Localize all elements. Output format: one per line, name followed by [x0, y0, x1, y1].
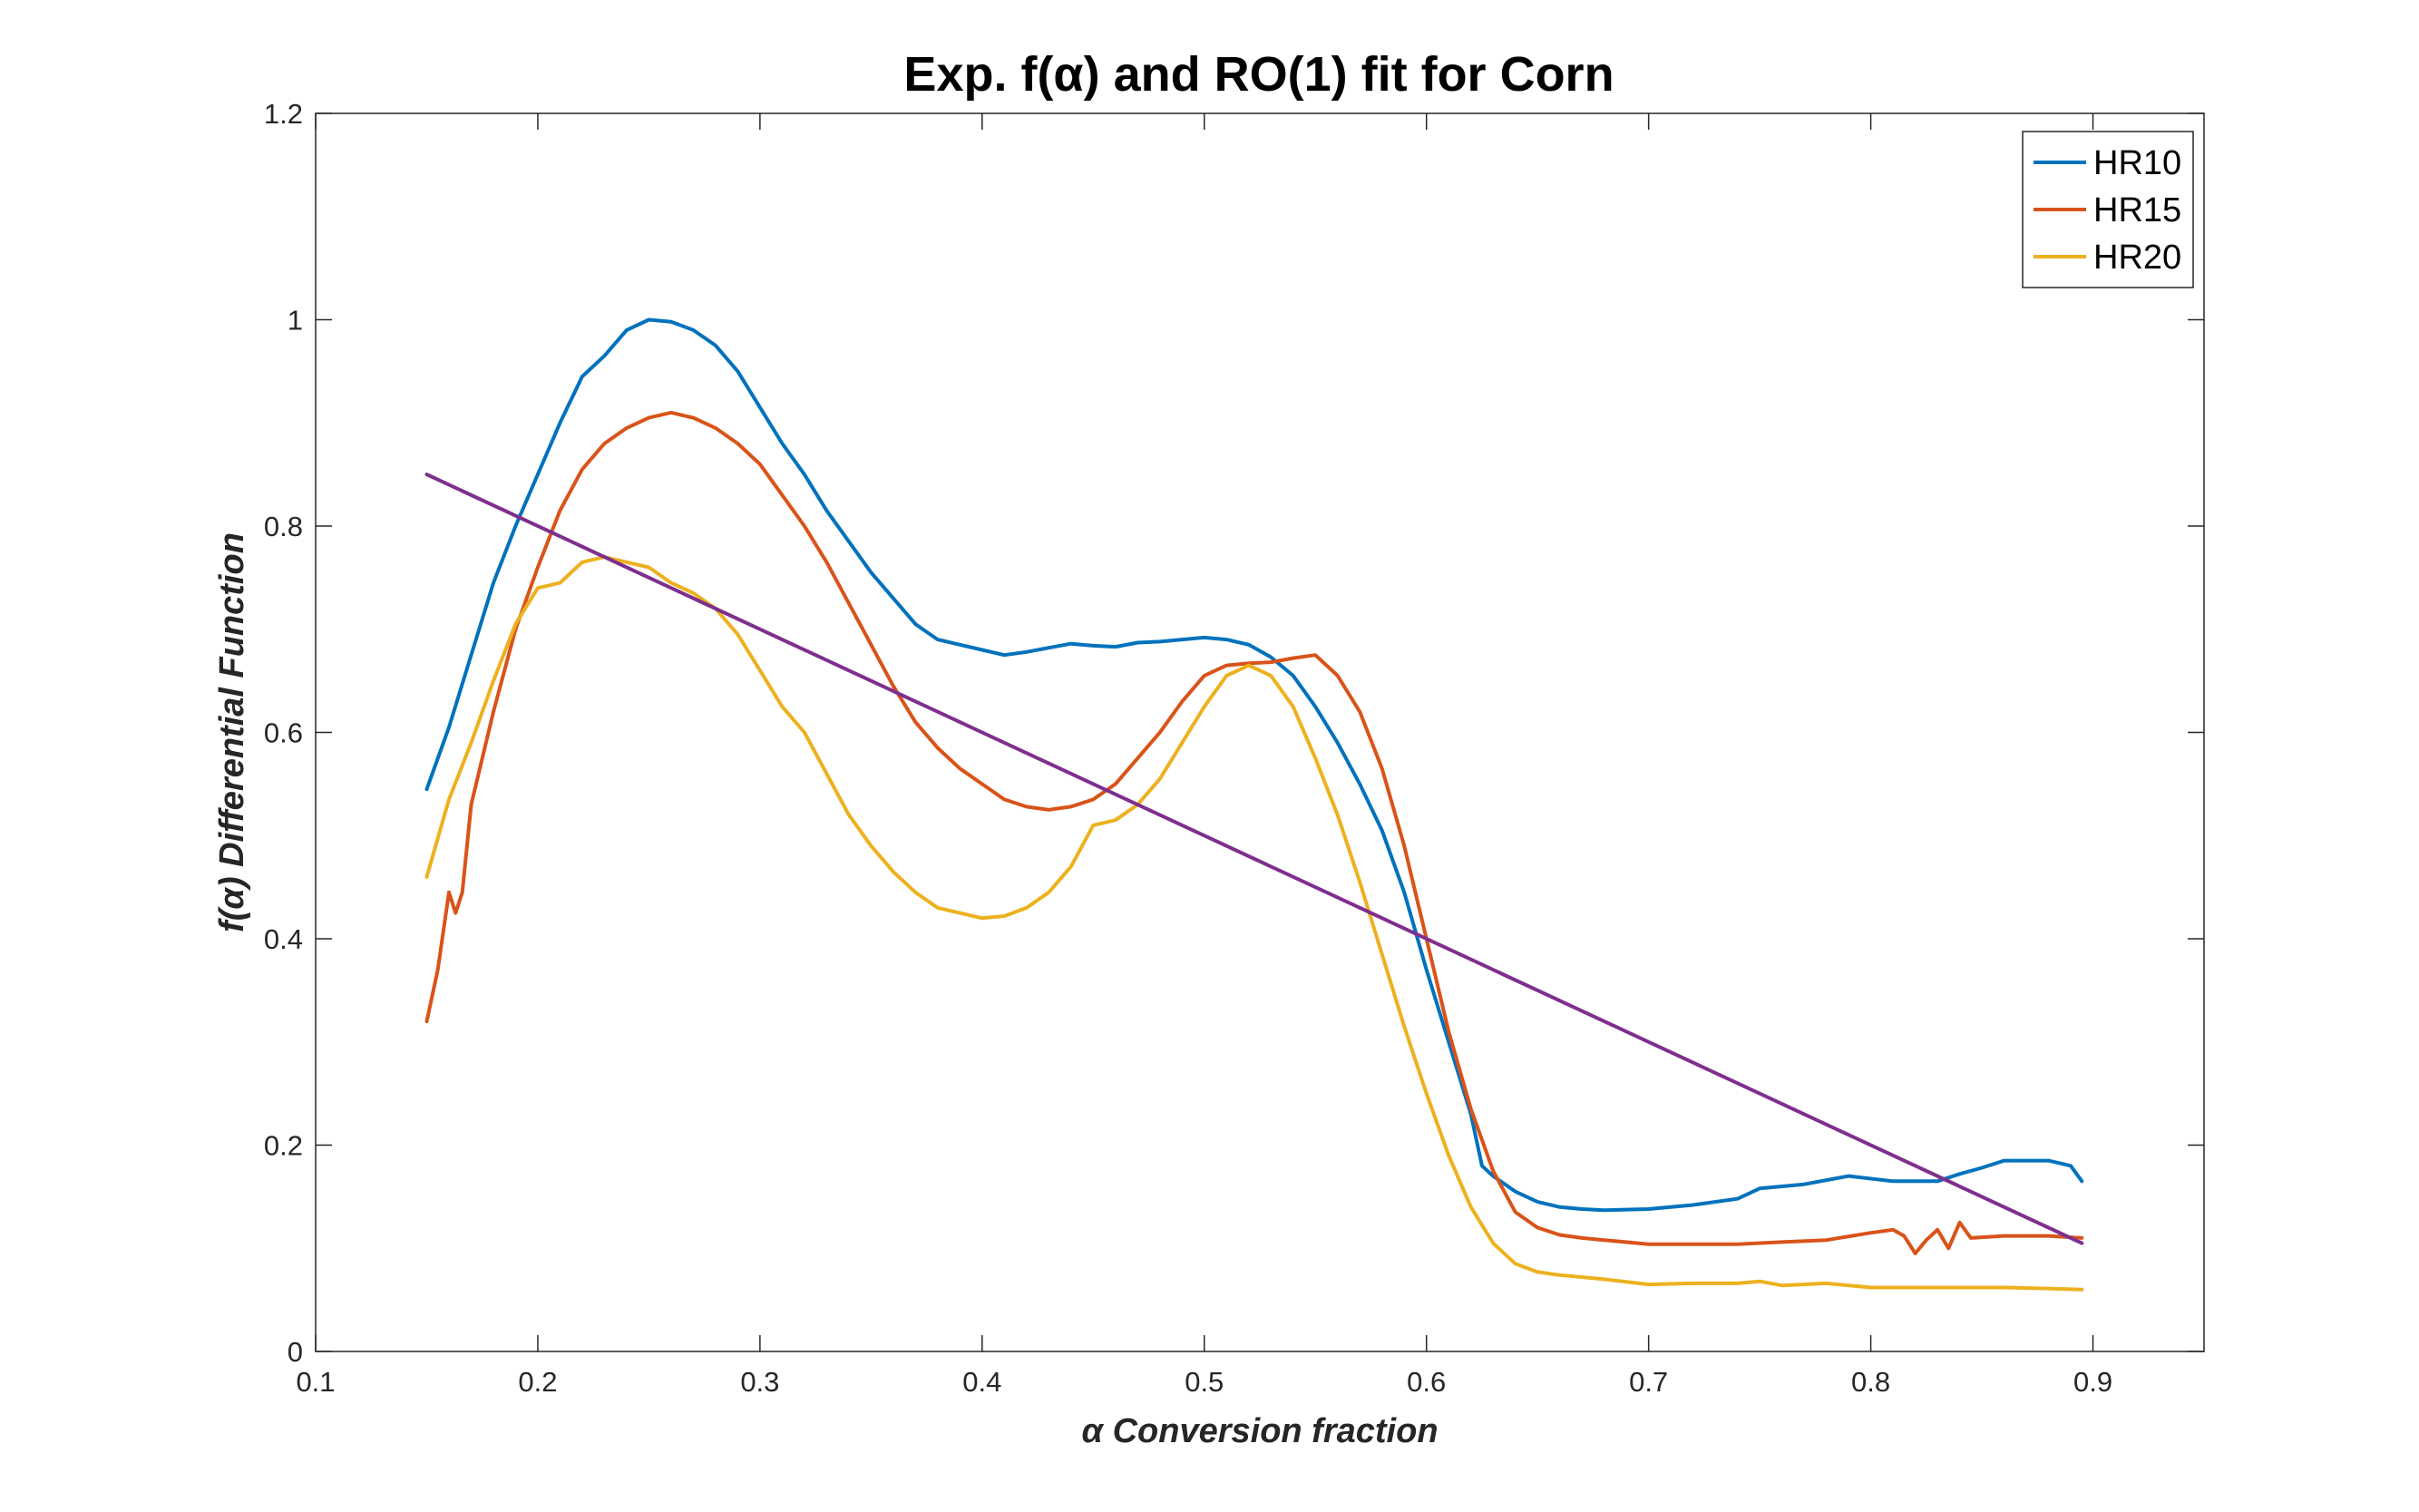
x-tick-label-3: 0.4 — [962, 1366, 1001, 1398]
x-tick-label-2: 0.3 — [740, 1366, 779, 1398]
series-line-4 — [424, 473, 2084, 1245]
x-axis-label: α Conversion fraction — [1081, 1412, 1438, 1450]
series-line-2 — [424, 410, 2084, 1255]
x-tick-label-1: 0.2 — [518, 1366, 557, 1398]
y-tick-label-2: 0.4 — [264, 923, 303, 955]
plot-frame — [315, 112, 2205, 1352]
chart-title: Exp. f(α) and RO(1) fit for Corn — [903, 47, 1614, 102]
y-tick-label-6: 1.2 — [264, 98, 303, 130]
legend-label-1: HR10 — [2093, 144, 2181, 182]
y-axis-label: f(α) Differential Function — [213, 532, 251, 932]
y-tick-label-5: 1 — [288, 305, 303, 337]
y-tick-label-0: 0 — [288, 1336, 303, 1368]
y-tick-label-4: 0.8 — [264, 511, 303, 542]
x-tick-label-8: 0.9 — [2073, 1366, 2112, 1398]
legend-label-3: HR20 — [2093, 239, 2181, 277]
axis-ticks: 0.1 0.2 0.3 0.4 0.5 0.6 0.7 0.8 0.9 0 0.2 0.4 0.6 0.8… — [264, 98, 2204, 1398]
series-line-1 — [424, 317, 2084, 1213]
x-tick-label-5: 0.6 — [1407, 1366, 1446, 1398]
y-tick-label-1: 0.2 — [264, 1130, 303, 1162]
series-layer — [424, 317, 2084, 1292]
legend: HR10 HR15 HR20 — [2022, 131, 2194, 288]
x-tick-label-7: 0.8 — [1851, 1366, 1890, 1398]
x-tick-label-4: 0.5 — [1185, 1366, 1224, 1398]
legend-label-2: HR15 — [2093, 191, 2181, 229]
y-tick-label-3: 0.6 — [264, 717, 303, 749]
x-tick-label-0: 0.1 — [296, 1366, 335, 1398]
x-tick-label-6: 0.7 — [1629, 1366, 1668, 1398]
